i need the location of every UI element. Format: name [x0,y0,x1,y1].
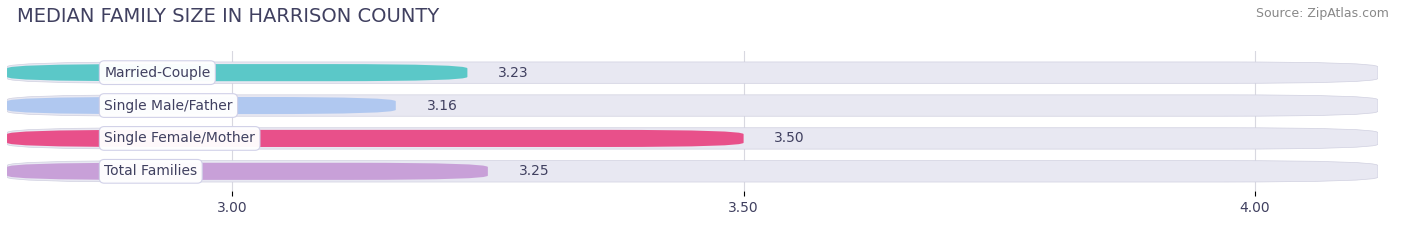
Text: Married-Couple: Married-Couple [104,66,211,80]
FancyBboxPatch shape [7,163,488,180]
FancyBboxPatch shape [7,97,395,114]
FancyBboxPatch shape [7,64,467,81]
Text: 3.25: 3.25 [519,164,550,178]
FancyBboxPatch shape [7,128,1378,149]
Text: Single Female/Mother: Single Female/Mother [104,131,254,145]
Text: Single Male/Father: Single Male/Father [104,99,233,113]
FancyBboxPatch shape [7,95,1378,116]
Text: Source: ZipAtlas.com: Source: ZipAtlas.com [1256,7,1389,20]
FancyBboxPatch shape [7,62,1378,83]
FancyBboxPatch shape [7,130,744,147]
Text: Total Families: Total Families [104,164,197,178]
Text: MEDIAN FAMILY SIZE IN HARRISON COUNTY: MEDIAN FAMILY SIZE IN HARRISON COUNTY [17,7,439,26]
Text: 3.16: 3.16 [426,99,457,113]
Text: 3.23: 3.23 [498,66,529,80]
Text: 3.50: 3.50 [775,131,804,145]
FancyBboxPatch shape [7,161,1378,182]
